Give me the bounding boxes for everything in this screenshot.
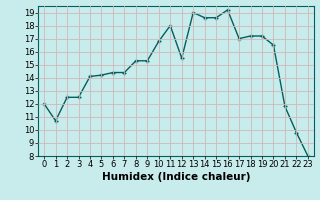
X-axis label: Humidex (Indice chaleur): Humidex (Indice chaleur) [102,172,250,182]
